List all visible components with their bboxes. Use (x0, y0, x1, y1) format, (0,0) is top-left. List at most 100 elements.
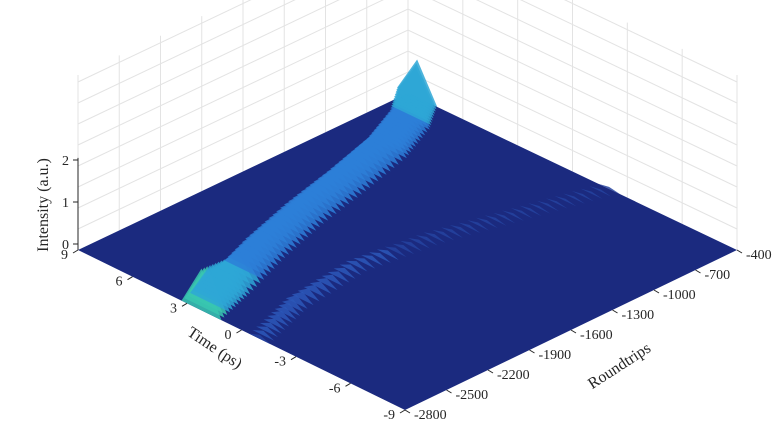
secondary-trace-slice (303, 284, 326, 298)
secondary-trace-slice (423, 232, 446, 243)
roundtrip-tick-mark (570, 329, 577, 334)
secondary-trace-slice (510, 208, 533, 219)
secondary-trace-slice (263, 318, 286, 331)
secondary-trace-slice (502, 210, 525, 221)
time-tick-label: 3 (170, 301, 177, 316)
roundtrip-tick-mark (653, 289, 660, 294)
secondary-trace-slice (528, 203, 551, 214)
secondary-trace-slice (297, 288, 320, 302)
time-tick-mark (290, 356, 297, 361)
secondary-trace-slice (484, 215, 507, 226)
secondary-trace-slice (327, 271, 350, 283)
roundtrip-tick-mark (404, 409, 411, 414)
gridline-intensity (77, 50, 738, 209)
secondary-trace-slice (376, 249, 399, 260)
secondary-trace-slice (282, 299, 304, 313)
secondary-trace-slice (345, 260, 368, 272)
secondary-trace-slice (309, 281, 332, 294)
secondary-trace-slice (519, 205, 542, 217)
secondary-trace-slice (537, 200, 559, 212)
gridline-intensity (77, 29, 738, 188)
secondary-trace-slice (458, 222, 481, 234)
secondary-trace-slice (270, 310, 293, 324)
secondary-trace-slice (571, 191, 594, 202)
time-tick-mark (399, 409, 406, 414)
secondary-trace-slice (278, 303, 301, 316)
gridline-intensity (77, 8, 738, 167)
intensity-tick-label: 1 (62, 196, 69, 211)
gridline-intensity (77, 0, 738, 125)
secondary-trace-slice (598, 183, 621, 195)
secondary-trace-slice (267, 314, 290, 327)
time-tick-mark (345, 382, 351, 387)
axes: 9 6 3 0 -3 -6 -9 -400 -700 -1000 -1300 -1600 -1900 -2… (61, 154, 772, 423)
surface-floor (78, 93, 737, 410)
primary-trace-slice (397, 59, 438, 107)
secondary-trace-slice (248, 333, 271, 345)
secondary-trace-slice (441, 227, 463, 238)
secondary-trace-slice (333, 267, 356, 279)
y-axis-label: Roundtrips (585, 340, 654, 393)
secondary-trace-slice (589, 186, 612, 197)
roundtrip-tick-mark (529, 349, 535, 354)
secondary-trace-slice (285, 295, 308, 309)
time-tick-label: -6 (329, 381, 341, 396)
secondary-trace-slice (361, 255, 384, 266)
secondary-trace-slice (274, 307, 297, 320)
intensity-tick-label: 0 (62, 238, 69, 253)
secondary-trace-slice (408, 237, 430, 249)
secondary-trace-slice (259, 322, 282, 334)
secondary-trace-slice (580, 188, 603, 200)
roundtrip-tick-label: -1900 (539, 348, 572, 363)
secondary-trace-slice (291, 291, 314, 306)
roundtrip-tick-mark (612, 309, 618, 314)
secondary-trace-slice (353, 257, 376, 269)
time-tick-label: 0 (225, 328, 232, 343)
time-tick-label: 6 (116, 275, 123, 290)
roundtrip-tick-label: -1000 (663, 288, 696, 303)
secondary-trace-slice (384, 246, 407, 258)
roundtrip-tick-label: -2200 (497, 368, 530, 383)
secondary-trace-slice (432, 229, 455, 241)
secondary-trace-slice (493, 212, 516, 224)
x-axis-label: Time (ps) (184, 324, 245, 373)
surface-traces (181, 59, 621, 345)
secondary-trace-slice (467, 220, 490, 231)
roundtrip-tick-mark (695, 269, 701, 274)
secondary-trace-slice (321, 274, 344, 287)
time-tick-label: 9 (61, 248, 68, 263)
roundtrip-tick-label: -1600 (580, 328, 613, 343)
roundtrip-tick-label: -2800 (414, 408, 447, 423)
secondary-trace-slice (392, 243, 415, 255)
roundtrip-tick-mark (736, 249, 743, 254)
secondary-trace-slice (315, 278, 338, 291)
time-tick-mark (127, 276, 133, 281)
secondary-trace-slice (369, 252, 391, 263)
intensity-tick-label: 2 (62, 154, 69, 169)
time-tick-mark (181, 302, 188, 307)
roundtrip-tick-mark (446, 389, 452, 394)
secondary-trace-slice (449, 225, 472, 236)
gridline-intensity (77, 71, 738, 230)
gridline-intensity (77, 0, 738, 83)
time-tick-mark (72, 249, 79, 254)
roundtrip-tick-mark (487, 369, 494, 374)
roundtrip-tick-label: -1300 (622, 308, 655, 323)
secondary-trace-slice (256, 326, 278, 338)
secondary-trace-slice (554, 195, 577, 207)
secondary-trace-slice (475, 217, 498, 229)
gridline-intensity (77, 0, 738, 104)
z-axis-label: Intensity (a.u.) (35, 158, 52, 252)
roundtrip-tick-label: -700 (705, 268, 731, 283)
roundtrip-tick-label: -400 (746, 248, 772, 263)
time-tick-mark (236, 329, 242, 334)
time-tick-label: -3 (274, 355, 286, 370)
roundtrip-tick-label: -2500 (456, 388, 489, 403)
secondary-trace-slice (400, 240, 423, 252)
secondary-trace-slice (252, 330, 275, 341)
secondary-trace-slice (563, 193, 586, 204)
secondary-trace-slice (415, 235, 438, 246)
secondary-trace-slice (339, 264, 362, 276)
gridline-intensity (77, 0, 738, 146)
